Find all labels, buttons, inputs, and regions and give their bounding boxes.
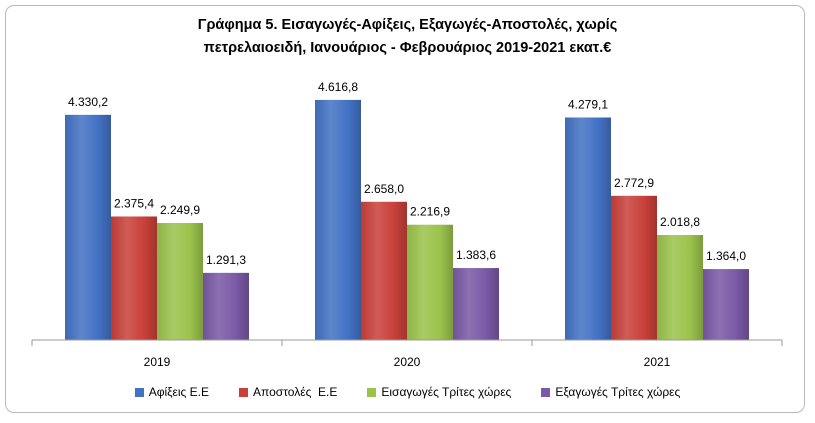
data-label-2020-series-1: 4.616,8 [318, 80, 358, 94]
legend-swatch-purple [541, 387, 551, 397]
bar-2019-series-4 [203, 272, 249, 340]
legend-item-afixeis: Αφίξεις Ε.Ε [134, 385, 210, 399]
data-label-2020-series-2: 2.658,0 [364, 182, 404, 196]
legend-label: Εισαγωγές Τρίτες χώρες [381, 385, 512, 399]
legend-item-apostoles: Αποστολές Ε.Ε [239, 385, 337, 399]
legend-label: Αποστολές Ε.Ε [253, 385, 338, 399]
chart-title-line-2: πετρελαιοειδή, Ιανουάριος - Φεβρουάριος … [203, 40, 612, 56]
bar-2021-series-1 [565, 117, 611, 340]
legend-swatch-blue [134, 387, 144, 397]
bar-2021-series-3 [657, 235, 703, 340]
data-label-2020-series-3: 2.216,9 [410, 205, 450, 219]
bar-2021-series-4 [703, 269, 749, 340]
bar-2020-series-2 [361, 201, 407, 340]
legend-label: Αφίξεις Ε.Ε [148, 385, 210, 399]
legend-swatch-red [239, 387, 249, 397]
data-label-2019-series-2: 2.375,4 [114, 196, 154, 210]
legend-label: Εξαγωγές Τρίτες χώρες [555, 385, 681, 399]
bar-2020-series-3 [407, 224, 453, 340]
chart-title-line-1: Γράφημα 5. Εισαγωγές-Αφίξεις, Εξαγωγές-Α… [197, 17, 618, 33]
legend: Αφίξεις Ε.Ε Αποστολές Ε.Ε Εισαγωγές Τρίτ… [0, 383, 815, 401]
data-label-2021-series-4: 1.364,0 [706, 249, 746, 263]
bar-2019-series-1 [65, 114, 111, 341]
data-label-2021-series-3: 2.018,8 [660, 215, 700, 229]
bar-2021-series-2 [611, 195, 657, 340]
legend-swatch-green [367, 387, 377, 397]
data-label-2019-series-1: 4.330,2 [68, 95, 108, 109]
data-label-2019-series-4: 1.291,3 [206, 253, 246, 267]
bar-2019-series-2 [111, 216, 157, 340]
data-label-2019-series-3: 2.249,9 [160, 203, 200, 217]
legend-item-eisagoges: Εισαγωγές Τρίτες χώρες [367, 385, 511, 399]
category-label-2021: 2021 [644, 355, 671, 369]
legend-item-exagoges: Εξαγωγές Τρίτες χώρες [541, 385, 680, 399]
chart-frame [5, 5, 805, 413]
category-label-2020: 2020 [394, 355, 421, 369]
data-label-2020-series-4: 1.383,6 [456, 248, 496, 262]
data-label-2021-series-2: 2.772,9 [614, 176, 654, 190]
chart-marks: 4.330,2 2.375,4 2.249,9 1.291,3 2019 4.616,8 2… [31, 80, 783, 369]
bar-2020-series-4 [453, 268, 499, 340]
bar-2020-series-1 [315, 99, 361, 341]
data-label-2021-series-1: 4.279,1 [568, 97, 608, 111]
category-label-2019: 2019 [144, 355, 171, 369]
bar-2019-series-3 [157, 223, 203, 340]
